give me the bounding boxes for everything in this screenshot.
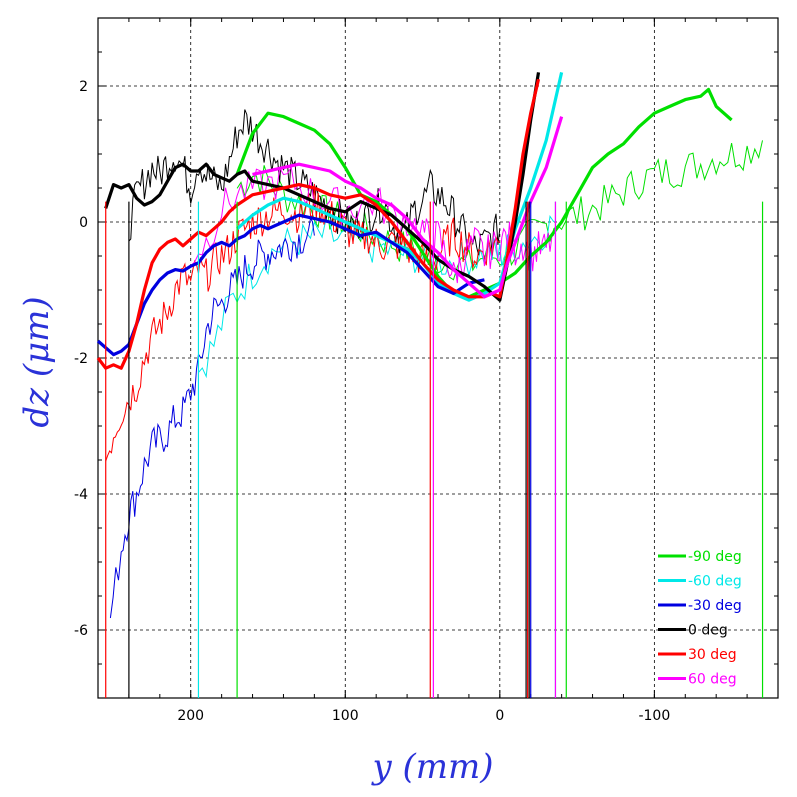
smooth-line--30-deg bbox=[96, 213, 485, 357]
y-tick-label: -6 bbox=[74, 623, 88, 639]
legend-label--60-deg: -60 deg bbox=[688, 574, 742, 590]
smooth-line-60-deg bbox=[252, 116, 564, 299]
y-tick-label: -2 bbox=[74, 351, 88, 367]
raw-line--60-deg bbox=[198, 215, 555, 379]
x-axis-title: y (mm) bbox=[370, 747, 493, 787]
y-tick-label: -4 bbox=[74, 487, 88, 503]
grid-lines bbox=[98, 18, 778, 698]
raw-line--90-deg bbox=[236, 140, 763, 281]
smooth-line-0-deg bbox=[104, 72, 541, 302]
raw-series-lines bbox=[105, 109, 763, 619]
drop-lines bbox=[105, 201, 764, 698]
smooth-series-lines bbox=[96, 72, 733, 370]
raw-line--30-deg bbox=[109, 216, 315, 619]
legend: -90 deg -60 deg -30 deg 0 deg 30 deg 60 deg bbox=[658, 549, 742, 688]
x-tick-label: 0 bbox=[495, 708, 504, 724]
x-tick-label: -100 bbox=[638, 708, 670, 724]
legend-label-60-deg: 60 deg bbox=[688, 672, 737, 688]
y-tick-label: 2 bbox=[79, 79, 88, 95]
legend-label--30-deg: -30 deg bbox=[688, 598, 742, 614]
x-tick-label: 100 bbox=[332, 708, 359, 724]
legend-label-0-deg: 0 deg bbox=[688, 623, 728, 639]
legend-label-30-deg: 30 deg bbox=[688, 647, 737, 663]
legend-label--90-deg: -90 deg bbox=[688, 549, 742, 565]
x-tick-label: 200 bbox=[177, 708, 204, 724]
y-tick-label: 0 bbox=[79, 215, 88, 231]
y-axis-title: dz (μm) bbox=[17, 296, 57, 427]
tick-labels: 200 100 0 -100 2 0 -2 -4 -6 bbox=[74, 79, 670, 724]
